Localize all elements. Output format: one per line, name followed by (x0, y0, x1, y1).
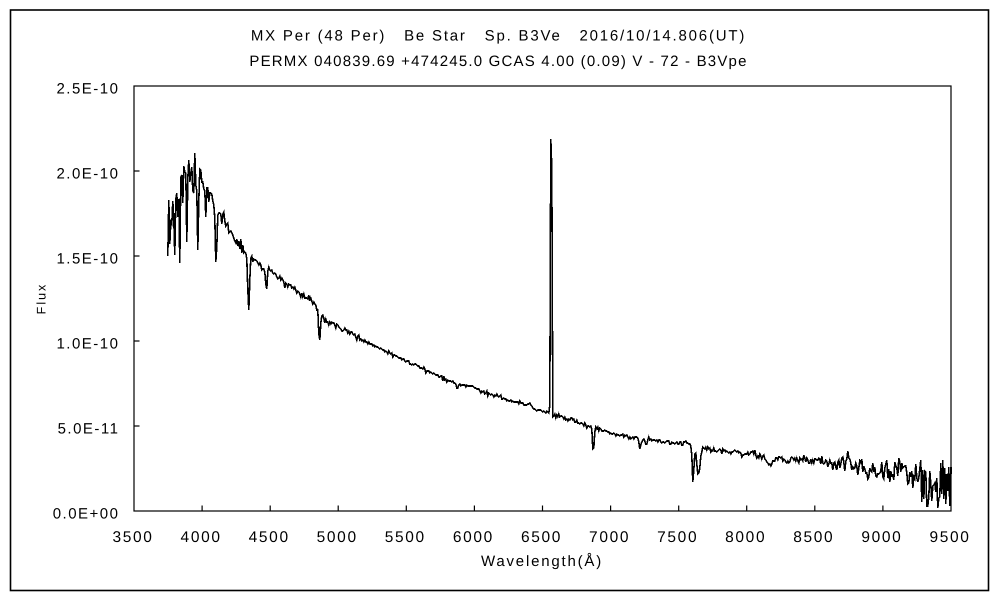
svg-text:0.0E+00: 0.0E+00 (53, 505, 120, 522)
svg-text:6500: 6500 (521, 529, 562, 546)
svg-text:5000: 5000 (317, 529, 358, 546)
svg-text:7500: 7500 (657, 529, 698, 546)
svg-text:2.0E-10: 2.0E-10 (56, 165, 119, 182)
svg-text:9000: 9000 (861, 529, 902, 546)
svg-text:PERMX 040839.69 +474245.0 GCAS: PERMX 040839.69 +474245.0 GCAS 4.00 (0.0… (249, 53, 747, 70)
svg-text:2.5E-10: 2.5E-10 (56, 80, 119, 97)
svg-text:1.5E-10: 1.5E-10 (56, 250, 119, 267)
svg-text:MX Per (48 Per) Be Star Sp: MX Per (48 Per) Be Star Sp. B3Ve 2016/10… (251, 28, 746, 45)
svg-text:4000: 4000 (181, 529, 222, 546)
svg-text:6000: 6000 (453, 529, 494, 546)
svg-text:5.0E-11: 5.0E-11 (58, 420, 120, 437)
svg-text:1.0E-10: 1.0E-10 (56, 335, 119, 352)
svg-text:8500: 8500 (793, 529, 834, 546)
svg-text:Wavelength(Å): Wavelength(Å) (481, 552, 603, 570)
svg-text:3500: 3500 (112, 529, 153, 546)
svg-text:Flux: Flux (35, 283, 49, 315)
svg-text:8000: 8000 (725, 529, 766, 546)
svg-text:4500: 4500 (249, 529, 290, 546)
svg-text:5500: 5500 (385, 529, 426, 546)
svg-text:7000: 7000 (589, 529, 630, 546)
svg-text:9500: 9500 (929, 529, 970, 546)
